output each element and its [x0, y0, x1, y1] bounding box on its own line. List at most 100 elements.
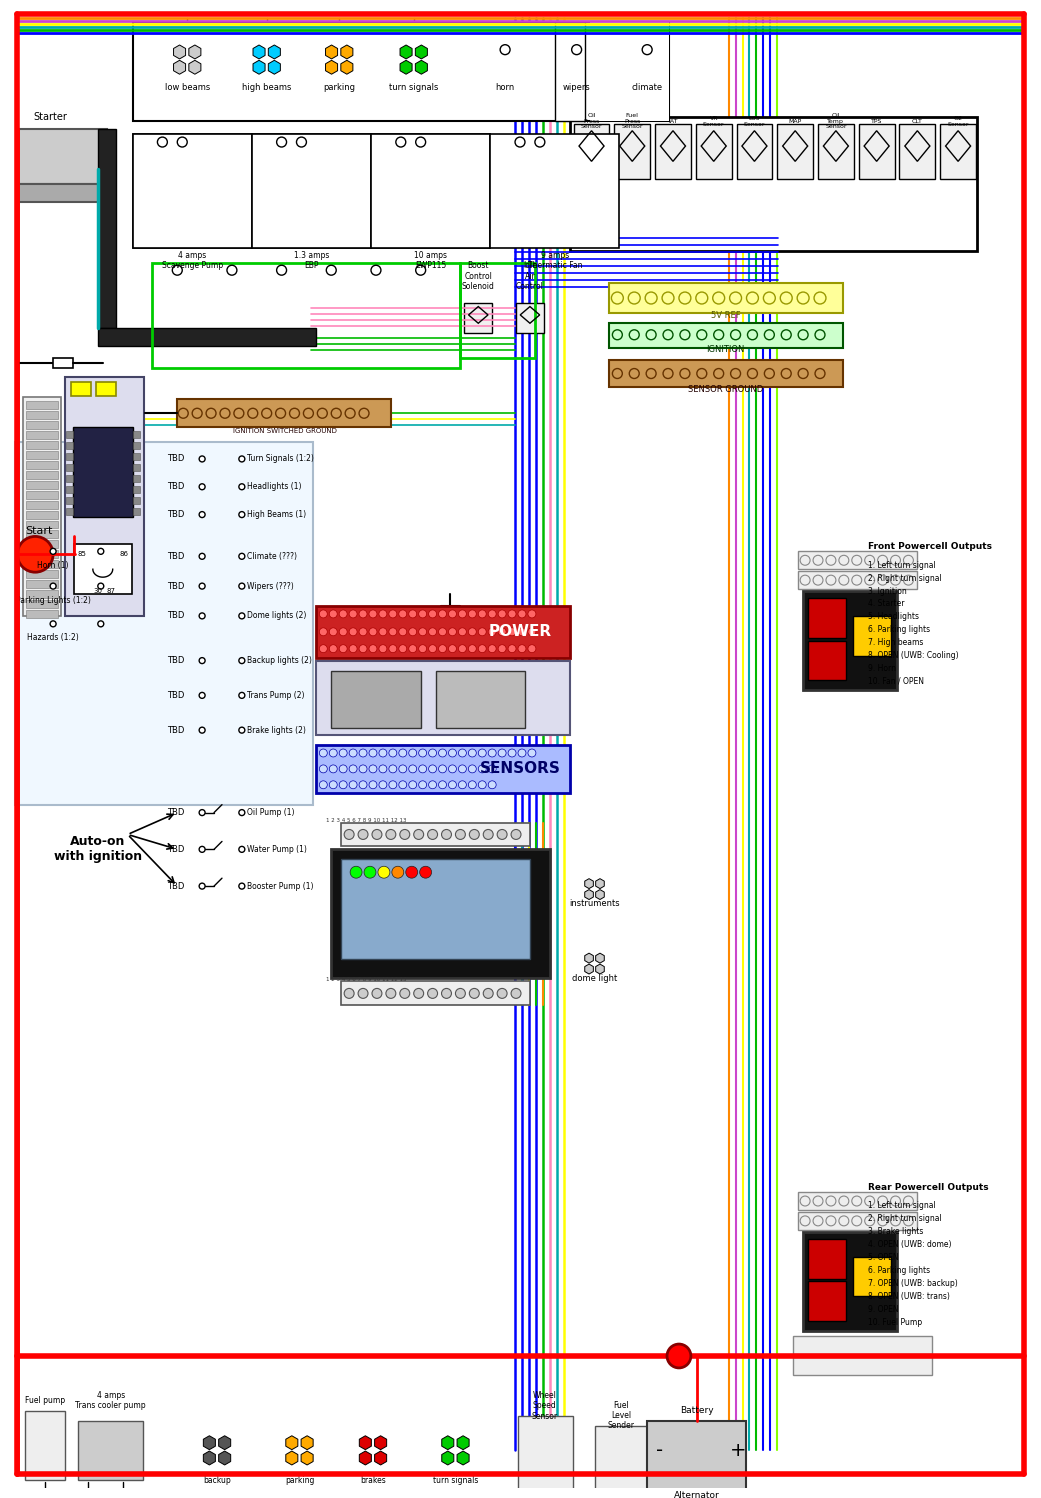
- Circle shape: [415, 265, 426, 276]
- Text: SENSOR GROUND: SENSOR GROUND: [688, 385, 763, 394]
- Bar: [132, 442, 139, 449]
- Text: 10 amps
EWP115: 10 amps EWP115: [414, 250, 447, 270]
- Circle shape: [399, 644, 407, 653]
- Bar: [132, 497, 139, 503]
- Circle shape: [418, 610, 427, 617]
- Circle shape: [413, 830, 424, 839]
- Circle shape: [399, 765, 407, 773]
- Circle shape: [488, 644, 497, 653]
- Polygon shape: [441, 1435, 454, 1450]
- Circle shape: [261, 409, 272, 418]
- Text: Brake lights (2): Brake lights (2): [247, 725, 306, 734]
- Circle shape: [455, 830, 465, 839]
- Circle shape: [409, 610, 416, 617]
- Bar: [26, 571, 58, 578]
- Polygon shape: [219, 1435, 231, 1450]
- Text: 85: 85: [77, 551, 86, 557]
- Circle shape: [389, 765, 397, 773]
- Circle shape: [865, 575, 874, 586]
- Circle shape: [389, 780, 397, 789]
- Circle shape: [488, 628, 497, 635]
- Circle shape: [238, 809, 245, 815]
- Polygon shape: [595, 965, 604, 974]
- Bar: [26, 610, 58, 617]
- Text: high beams: high beams: [242, 82, 291, 91]
- Circle shape: [667, 1344, 691, 1368]
- Circle shape: [428, 989, 437, 998]
- Circle shape: [528, 610, 536, 617]
- Text: -: -: [656, 1441, 663, 1461]
- Bar: [798, 1192, 917, 1210]
- Circle shape: [329, 780, 337, 789]
- Bar: [940, 124, 976, 178]
- Circle shape: [458, 610, 466, 617]
- Polygon shape: [400, 60, 412, 75]
- Bar: [26, 550, 58, 559]
- Circle shape: [238, 512, 245, 518]
- Circle shape: [781, 369, 791, 379]
- Circle shape: [329, 610, 337, 617]
- Circle shape: [400, 830, 410, 839]
- Bar: [152, 264, 460, 367]
- Circle shape: [349, 644, 357, 653]
- Circle shape: [499, 628, 506, 635]
- Circle shape: [511, 830, 520, 839]
- Circle shape: [852, 575, 862, 586]
- Circle shape: [629, 330, 639, 340]
- Text: Booster Pump (1): Booster Pump (1): [247, 882, 313, 891]
- Text: 1.3 amps
EBP: 1.3 amps EBP: [294, 250, 329, 270]
- Polygon shape: [253, 45, 265, 58]
- Circle shape: [50, 548, 56, 554]
- Circle shape: [238, 484, 245, 490]
- Circle shape: [518, 610, 526, 617]
- Circle shape: [458, 765, 466, 773]
- Circle shape: [528, 628, 536, 635]
- Text: Hazards (1:2): Hazards (1:2): [27, 634, 79, 643]
- Circle shape: [391, 866, 404, 878]
- Circle shape: [483, 989, 493, 998]
- Circle shape: [379, 780, 387, 789]
- Circle shape: [379, 644, 387, 653]
- Bar: [66, 475, 73, 482]
- Circle shape: [372, 989, 382, 998]
- Text: 6. Parking lights: 6. Parking lights: [868, 1266, 930, 1275]
- Bar: [808, 1281, 846, 1321]
- Circle shape: [488, 610, 497, 617]
- Circle shape: [813, 575, 823, 586]
- Text: Fuel
Press
Sensor: Fuel Press Sensor: [621, 112, 643, 129]
- Circle shape: [839, 556, 848, 565]
- Circle shape: [814, 292, 826, 304]
- Bar: [53, 358, 73, 367]
- Circle shape: [449, 628, 456, 635]
- Circle shape: [199, 484, 205, 490]
- Circle shape: [801, 1216, 810, 1225]
- Circle shape: [409, 780, 416, 789]
- Circle shape: [98, 583, 104, 589]
- Circle shape: [458, 749, 466, 756]
- Text: 87: 87: [106, 589, 116, 595]
- Bar: [316, 661, 569, 736]
- Polygon shape: [219, 1452, 231, 1465]
- Circle shape: [801, 1195, 810, 1206]
- Circle shape: [238, 583, 245, 589]
- Circle shape: [320, 765, 327, 773]
- Circle shape: [359, 610, 367, 617]
- Bar: [26, 590, 58, 598]
- Polygon shape: [375, 1452, 386, 1465]
- Polygon shape: [375, 1435, 386, 1450]
- Polygon shape: [301, 1452, 313, 1465]
- Circle shape: [199, 583, 205, 589]
- Text: 9. Horn: 9. Horn: [868, 664, 895, 673]
- Circle shape: [488, 780, 497, 789]
- Text: 6. Parking lights: 6. Parking lights: [868, 625, 930, 634]
- Circle shape: [468, 749, 477, 756]
- Circle shape: [458, 628, 466, 635]
- Bar: [609, 283, 843, 313]
- Text: Climate (???): Climate (???): [247, 551, 297, 560]
- Bar: [648, 1420, 746, 1495]
- Text: Starter: Starter: [33, 112, 67, 123]
- Circle shape: [468, 628, 477, 635]
- Bar: [26, 541, 58, 548]
- Text: 5. Headlights: 5. Headlights: [868, 613, 919, 622]
- Text: IGNITION SWITCHED GROUND: IGNITION SWITCHED GROUND: [232, 428, 336, 434]
